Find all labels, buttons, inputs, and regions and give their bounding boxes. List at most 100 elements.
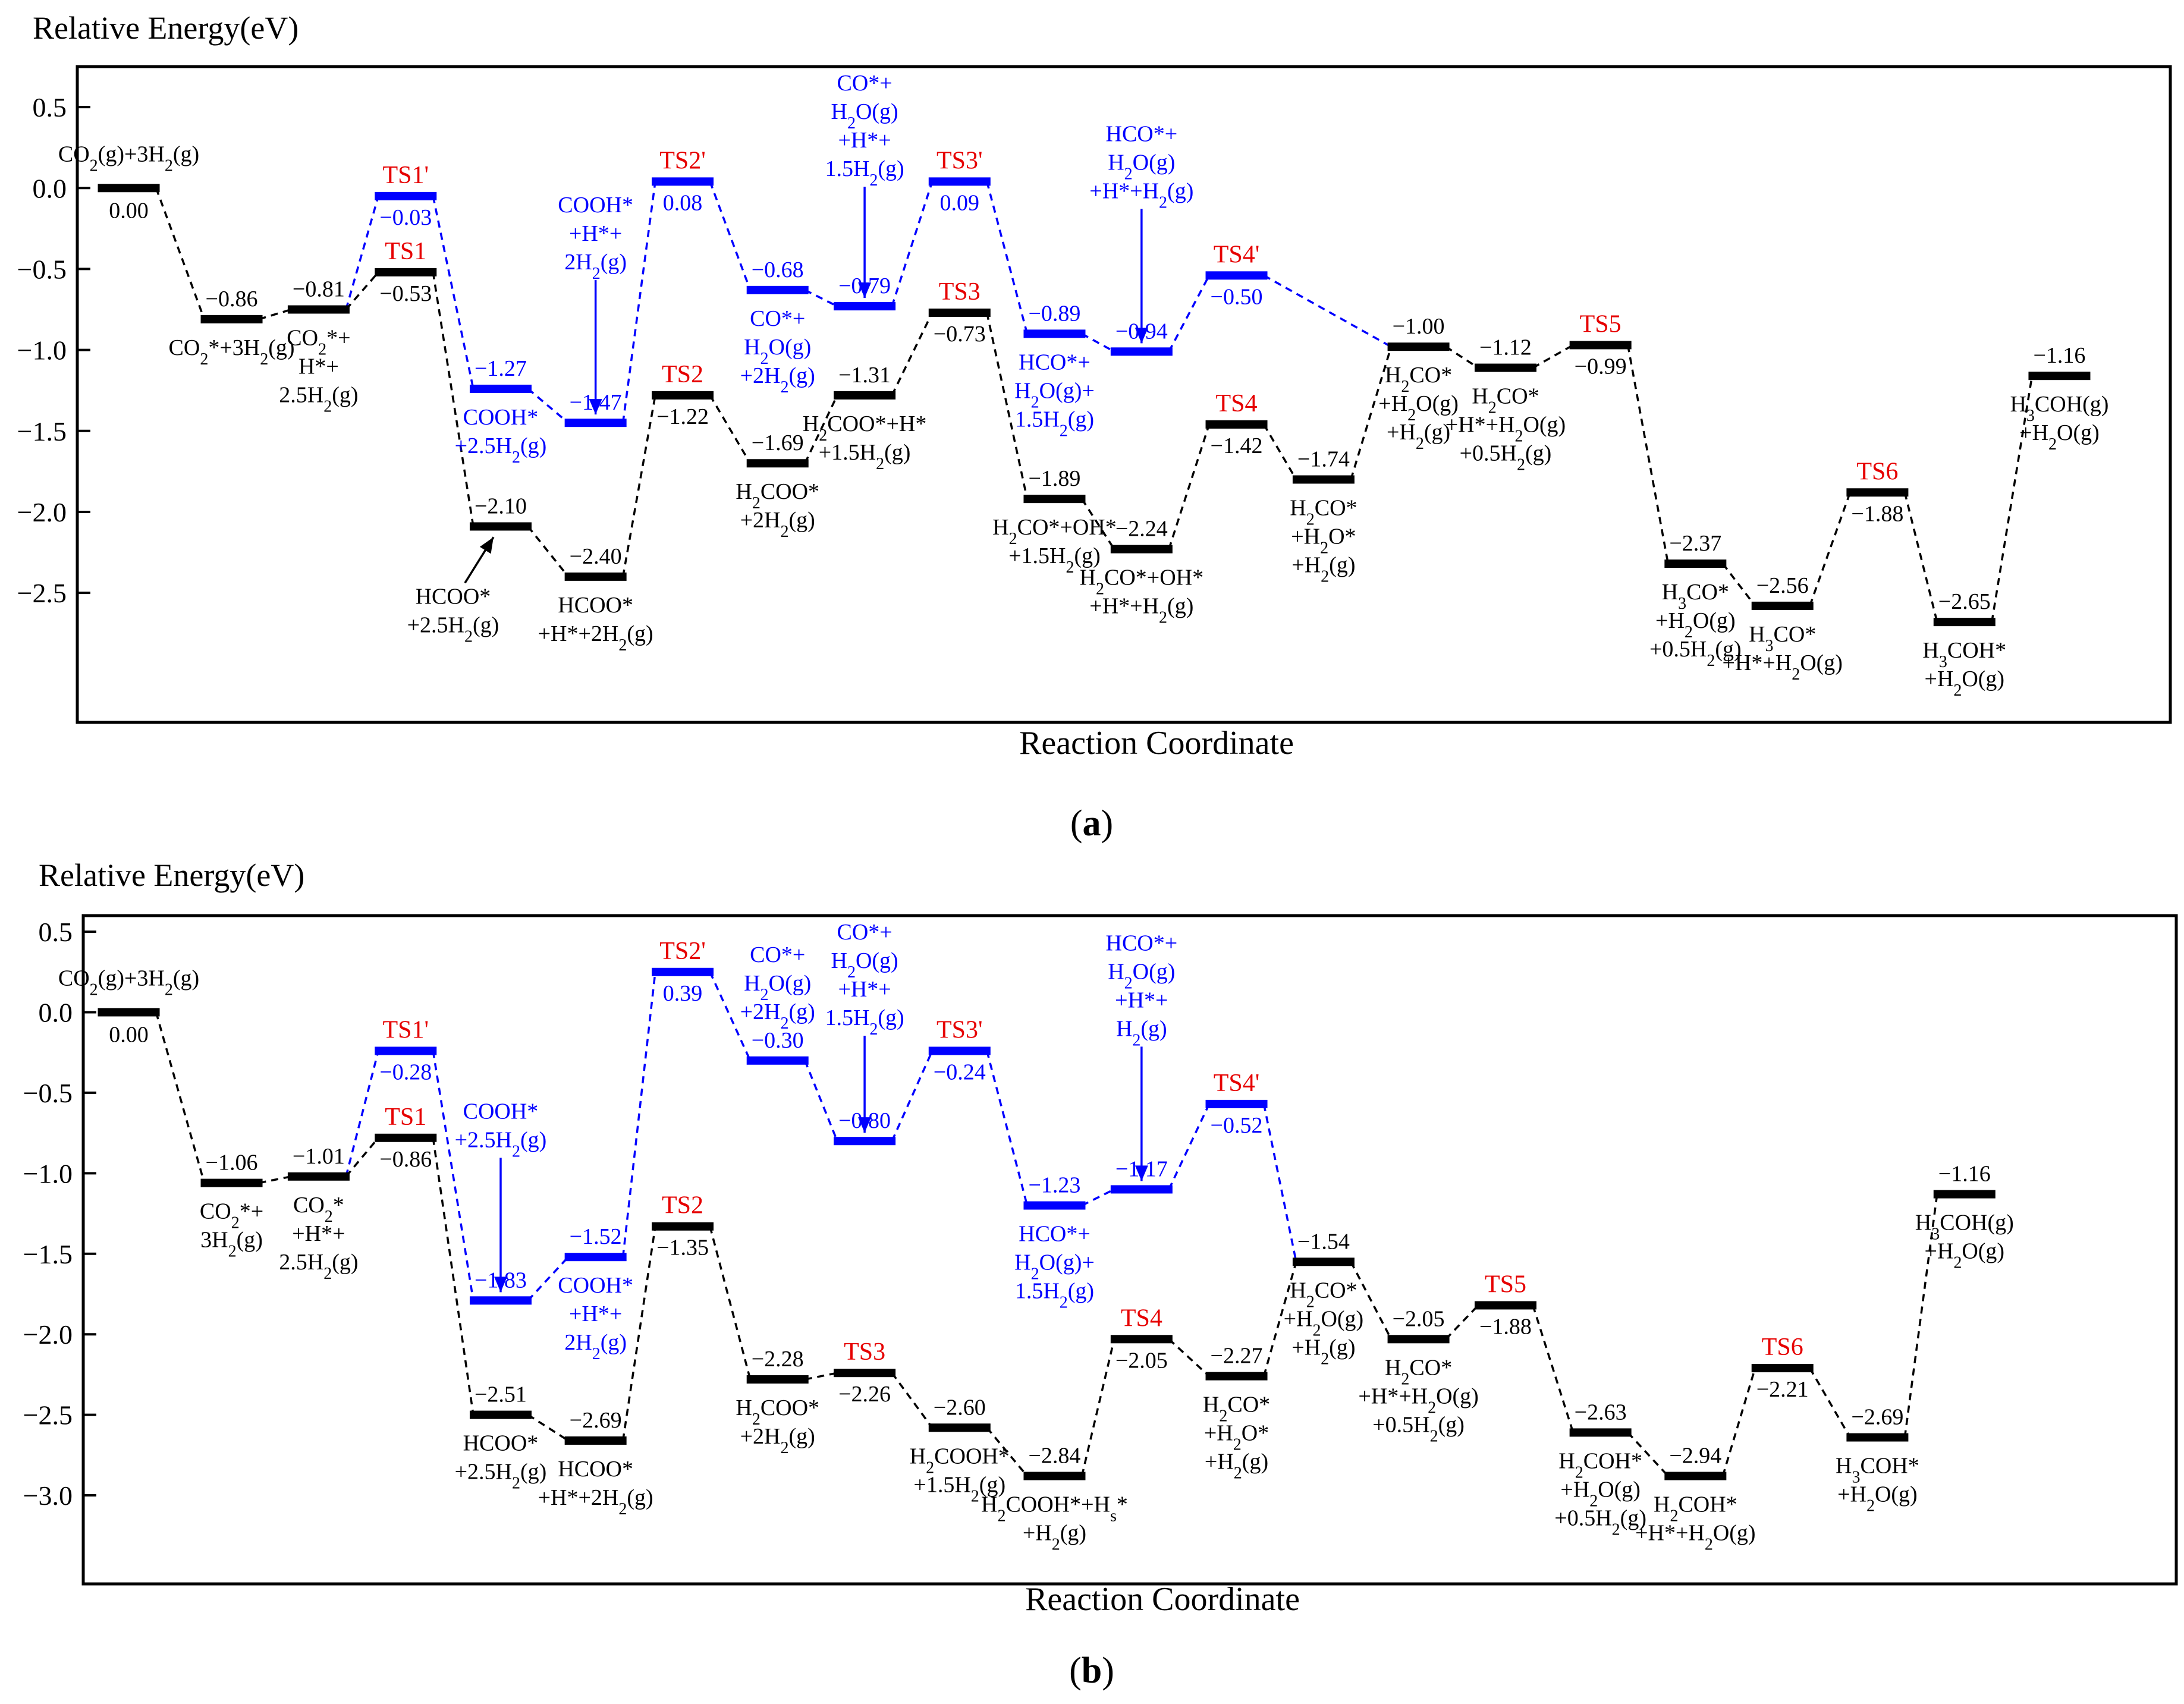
energy-level-bar [469,1296,532,1305]
species-label: H2O(g)+ [1014,378,1095,411]
energy-value-label: 0.39 [663,981,703,1006]
connector-line [1081,332,1115,353]
energy-level-bar [469,384,532,393]
connector-line [1263,423,1297,480]
species-label: +H*+2H2(g) [538,621,653,655]
species-label: H2CO* [1290,1278,1357,1311]
connector-line [1809,1367,1851,1438]
energy-value-label: −1.88 [1479,1314,1532,1339]
connector-line [345,271,379,310]
y-tick-label: 0.5 [33,92,67,122]
energy-value-label: −1.69 [752,430,804,455]
connector-line [527,1414,569,1442]
y-tick-label: −2.5 [17,578,67,608]
energy-level-bar [652,391,714,400]
species-label: +H2O(g) [1560,1477,1641,1510]
species-label: 1.5H2(g) [1015,1279,1094,1312]
connector-line [432,1051,474,1301]
energy-level-bar [1569,1428,1632,1437]
connector-line [155,1012,206,1184]
energy-value-label: −2.94 [1669,1444,1721,1469]
x-axis-title: Reaction Coordinate [1019,725,1294,762]
species-label: +H2O(g) [1924,666,2004,700]
species-label: +H*+H2O(g) [1635,1521,1756,1554]
energy-value-label: −1.74 [1297,447,1350,471]
y-tick-label: 0.0 [33,173,67,203]
energy-value-label: −2.10 [474,493,527,518]
species-label: H2CO* [1203,1392,1270,1426]
species-label: 2.5H2(g) [279,1250,358,1283]
species-label: HCO*+ [1019,1222,1091,1247]
energy-level-bar [287,1172,350,1181]
connector-line [1809,492,1852,606]
species-label: H2COOH*+Hs* [981,1492,1128,1526]
connector-line [891,312,934,396]
energy-value-label: −2.27 [1211,1344,1263,1369]
connector-line [1168,1338,1210,1377]
callout-label: H2O(g) [1108,150,1175,183]
connector-line [621,972,656,1257]
energy-value-label: −2.69 [1851,1405,1903,1430]
energy-value-label: −2.56 [1756,573,1809,598]
energy-level-bar [469,522,532,531]
species-label: +1.5H2(g) [913,1472,1005,1505]
y-axis-title: Relative Energy(eV) [33,10,298,46]
species-label: +0.5H2(g) [1649,637,1742,670]
y-tick-label: −1.5 [23,1239,73,1269]
species-label: +H2O(g) [1655,608,1736,642]
energy-value-label: −1.01 [293,1144,345,1169]
connector-line [1721,1367,1756,1477]
species-label: +H*+H2(g) [1089,594,1193,627]
energy-level-bar [1933,1190,1996,1199]
species-label: +H*+H2O(g) [1358,1384,1479,1417]
energy-level-bar [564,1253,627,1262]
transition-state-label: TS6 [1856,458,1898,485]
connector-line [709,394,752,464]
energy-level-bar [928,308,991,317]
energy-level-bar [564,572,627,581]
connector-line [527,388,569,424]
connector-line [804,395,838,464]
energy-value-label: −0.03 [379,205,432,230]
species-label: +H2O* [1204,1421,1269,1454]
species-label: +H2O(g) [2019,420,2100,454]
energy-value-label: −1.89 [1028,466,1080,491]
transition-state-label: TS6 [1762,1334,1803,1361]
species-label: H2O(g) [744,971,811,1004]
energy-level-bar [1474,363,1536,372]
energy-level-bar [1933,618,1996,627]
energy-level-bar [375,1046,437,1055]
y-tick-label: −1.0 [17,335,67,366]
species-label: H2COO* [736,479,819,513]
energy-value-label: −1.27 [474,356,527,381]
species-label: +1.5H2(g) [1008,543,1101,577]
y-tick-label: −0.5 [17,254,67,284]
energy-level-bar [1205,271,1268,280]
connector-line [986,1051,1029,1206]
transition-state-label: TS4' [1214,241,1260,268]
callout-label: HCOO* [416,584,491,609]
species-label: +1.5H2(g) [819,440,911,473]
energy-value-label: −1.16 [2033,343,2085,368]
energy-level-bar [928,1046,991,1055]
x-axis-title: Reaction Coordinate [1025,1581,1300,1618]
connector-line [155,187,206,320]
arrowhead [589,399,602,415]
energy-value-label: −2.40 [570,544,622,569]
connector-line [345,1051,379,1177]
species-label: CO*+ [750,942,805,967]
connector-line [621,395,656,577]
species-label: +0.5H2(g) [1372,1412,1465,1445]
connector-line [891,1050,934,1142]
energy-level-bar [746,1056,809,1065]
energy-value-label: −1.88 [1851,501,1903,526]
connector-line [1626,345,1670,564]
energy-level-bar [200,315,263,323]
connector-line [432,196,474,389]
species-label: +H2O(g) [1284,1306,1364,1340]
connector-line [259,308,292,320]
species-label: H2CO* [1472,384,1539,417]
species-label: +H*+2H2(g) [538,1485,653,1518]
connector-line [1081,1188,1115,1207]
arrowhead [479,537,494,554]
